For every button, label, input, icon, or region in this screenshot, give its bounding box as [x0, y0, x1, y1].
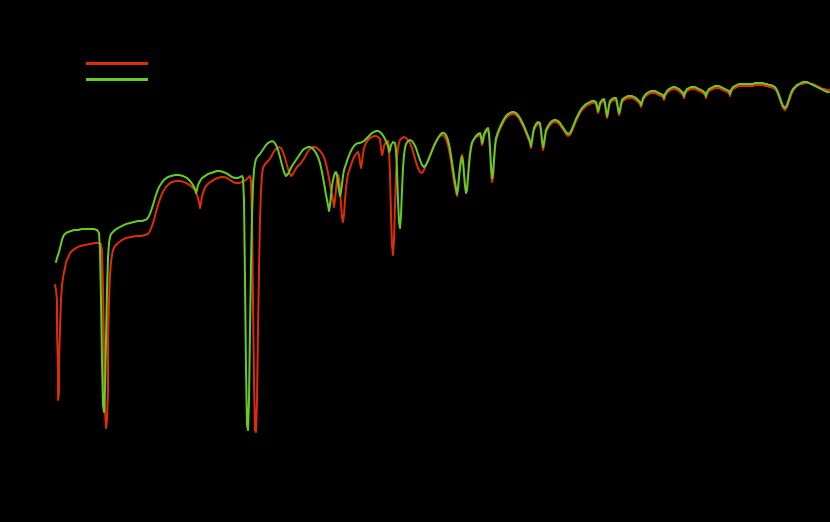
legend-swatch-green — [86, 78, 148, 81]
legend-swatch-red — [86, 62, 148, 65]
series-layer — [54, 81, 830, 433]
legend — [86, 56, 386, 92]
spectrum-line-green-spectrum — [55, 81, 830, 431]
